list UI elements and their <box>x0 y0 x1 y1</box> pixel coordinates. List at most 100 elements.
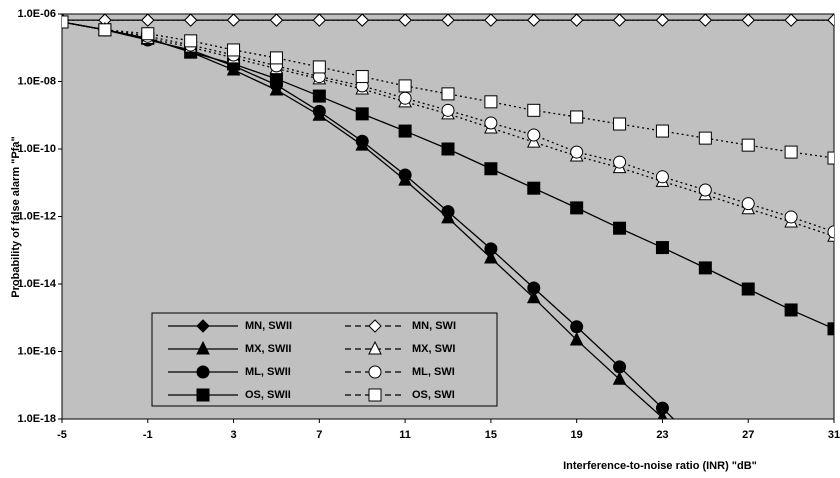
marker <box>441 87 455 101</box>
y-tick-label: 1.0E-06 <box>17 8 56 20</box>
marker <box>613 117 627 131</box>
legend-label: MX, SWI <box>412 343 455 355</box>
marker <box>784 210 798 224</box>
marker <box>484 116 498 130</box>
x-tick-label: -1 <box>143 429 153 441</box>
marker <box>655 124 669 138</box>
marker <box>698 131 712 145</box>
legend-label: ML, SWII <box>245 366 291 378</box>
y-tick-label: 1.0E-08 <box>17 75 56 87</box>
marker <box>441 14 455 27</box>
marker <box>657 409 668 419</box>
x-tick-label: 3 <box>230 429 236 441</box>
marker <box>569 14 584 27</box>
marker <box>827 322 834 336</box>
marker <box>527 281 541 295</box>
marker <box>368 340 382 355</box>
marker <box>570 145 584 159</box>
legend-label: ML, SWI <box>412 366 455 378</box>
marker <box>269 14 284 27</box>
marker <box>484 242 498 256</box>
marker <box>527 14 541 27</box>
marker <box>741 138 755 152</box>
marker <box>196 319 210 333</box>
legend-label: MN, SWI <box>412 320 456 332</box>
marker <box>368 388 382 402</box>
marker <box>141 14 155 27</box>
marker <box>570 110 584 124</box>
marker <box>398 91 412 105</box>
marker <box>355 14 369 27</box>
y-tick-label: 1.0E-12 <box>17 210 56 222</box>
marker <box>312 14 327 27</box>
x-tick-label: 27 <box>742 429 754 441</box>
marker <box>355 134 369 148</box>
marker <box>226 14 241 27</box>
x-tick-label: 31 <box>828 429 840 441</box>
marker <box>655 241 669 255</box>
legend-label: MX, SWII <box>245 343 291 355</box>
marker <box>441 142 455 156</box>
marker <box>570 320 584 334</box>
marker <box>441 205 455 219</box>
marker <box>484 249 498 264</box>
marker <box>312 89 326 103</box>
legend-label: OS, SWII <box>245 389 291 401</box>
marker <box>312 104 326 118</box>
marker <box>741 14 755 27</box>
y-axis-title: Probability of false alarm "Pfa" <box>10 136 22 297</box>
marker <box>526 289 541 304</box>
marker <box>227 43 241 57</box>
marker <box>441 103 455 117</box>
marker <box>312 60 326 74</box>
plot-area <box>62 14 834 419</box>
legend-label: MN, SWII <box>245 320 292 332</box>
marker <box>569 331 584 346</box>
marker <box>269 72 283 86</box>
marker <box>62 15 69 29</box>
marker <box>484 14 498 27</box>
marker <box>741 282 755 296</box>
y-tick-label: 1.0E-16 <box>17 345 56 357</box>
marker <box>355 70 369 84</box>
marker <box>784 14 798 27</box>
marker <box>269 51 283 65</box>
marker <box>827 14 834 27</box>
x-tick-label: 15 <box>485 429 497 441</box>
marker <box>527 128 541 142</box>
x-tick-label: 19 <box>571 429 583 441</box>
marker <box>184 34 198 48</box>
marker <box>355 107 369 121</box>
x-tick-label: 23 <box>656 429 668 441</box>
marker <box>613 155 627 169</box>
marker <box>655 401 669 415</box>
marker <box>368 319 382 333</box>
marker <box>784 303 798 317</box>
marker <box>612 14 627 27</box>
marker <box>613 360 627 374</box>
y-tick-label: 1.0E-18 <box>17 413 56 425</box>
marker <box>484 162 498 176</box>
marker <box>570 201 584 215</box>
marker <box>527 181 541 195</box>
y-tick-label: 1.0E-10 <box>17 143 56 155</box>
marker <box>827 151 834 165</box>
marker <box>141 27 155 41</box>
x-axis-title: Interference-to-noise ratio (INR) "dB" <box>563 460 757 472</box>
y-tick-label: 1.0E-14 <box>17 278 56 290</box>
legend-label: OS, SWI <box>412 389 455 401</box>
marker <box>784 145 798 159</box>
marker <box>398 79 412 93</box>
marker <box>368 365 382 379</box>
marker <box>613 221 627 235</box>
marker <box>398 124 412 138</box>
marker <box>698 261 712 275</box>
marker <box>741 197 755 211</box>
marker <box>98 23 112 37</box>
marker <box>196 365 210 379</box>
marker <box>398 14 412 27</box>
marker <box>698 183 712 197</box>
legend: MN, SWII MX, SWII ML, SWII OS, SWII MN, SWI M… <box>151 312 498 407</box>
x-tick-label: -5 <box>57 429 67 441</box>
